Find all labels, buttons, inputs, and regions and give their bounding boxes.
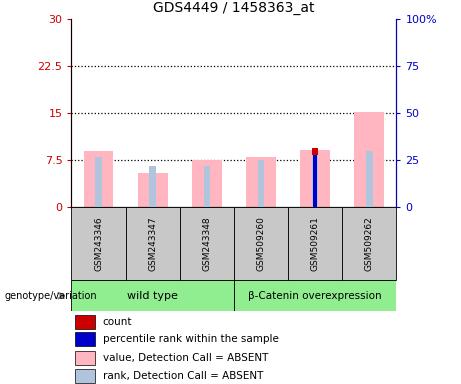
Bar bbox=[75, 332, 95, 346]
Text: rank, Detection Call = ABSENT: rank, Detection Call = ABSENT bbox=[103, 371, 263, 381]
Bar bbox=[71, 207, 125, 280]
Title: GDS4449 / 1458363_at: GDS4449 / 1458363_at bbox=[153, 2, 315, 15]
Bar bbox=[234, 207, 288, 280]
Bar bbox=[204, 166, 210, 207]
Text: GSM243347: GSM243347 bbox=[148, 217, 157, 271]
Bar bbox=[192, 161, 222, 207]
Text: GSM243346: GSM243346 bbox=[94, 217, 103, 271]
Bar bbox=[95, 157, 102, 207]
Bar bbox=[75, 315, 95, 329]
Bar bbox=[75, 369, 95, 382]
Bar bbox=[149, 166, 156, 207]
Bar bbox=[300, 150, 330, 207]
Bar bbox=[312, 155, 319, 207]
Bar bbox=[313, 155, 318, 207]
Text: value, Detection Call = ABSENT: value, Detection Call = ABSENT bbox=[103, 353, 268, 363]
Bar bbox=[355, 112, 384, 207]
Text: genotype/variation: genotype/variation bbox=[5, 291, 97, 301]
Text: GSM509261: GSM509261 bbox=[311, 217, 320, 271]
Text: GSM509260: GSM509260 bbox=[256, 217, 266, 271]
Text: β-Catenin overexpression: β-Catenin overexpression bbox=[248, 291, 382, 301]
Bar bbox=[312, 148, 319, 207]
Text: GSM509262: GSM509262 bbox=[365, 217, 374, 271]
Bar bbox=[125, 207, 180, 280]
Text: percentile rank within the sample: percentile rank within the sample bbox=[103, 334, 279, 344]
Bar bbox=[180, 207, 234, 280]
Text: count: count bbox=[103, 317, 132, 327]
Text: wild type: wild type bbox=[127, 291, 178, 301]
Bar bbox=[258, 161, 264, 207]
Bar bbox=[246, 157, 276, 207]
Bar bbox=[288, 207, 342, 280]
Bar bbox=[342, 207, 396, 280]
Bar bbox=[234, 280, 396, 311]
Text: GSM243348: GSM243348 bbox=[202, 217, 212, 271]
Bar bbox=[71, 280, 234, 311]
Bar bbox=[75, 351, 95, 365]
Bar bbox=[366, 151, 372, 207]
Bar bbox=[138, 173, 168, 207]
Bar bbox=[83, 151, 113, 207]
